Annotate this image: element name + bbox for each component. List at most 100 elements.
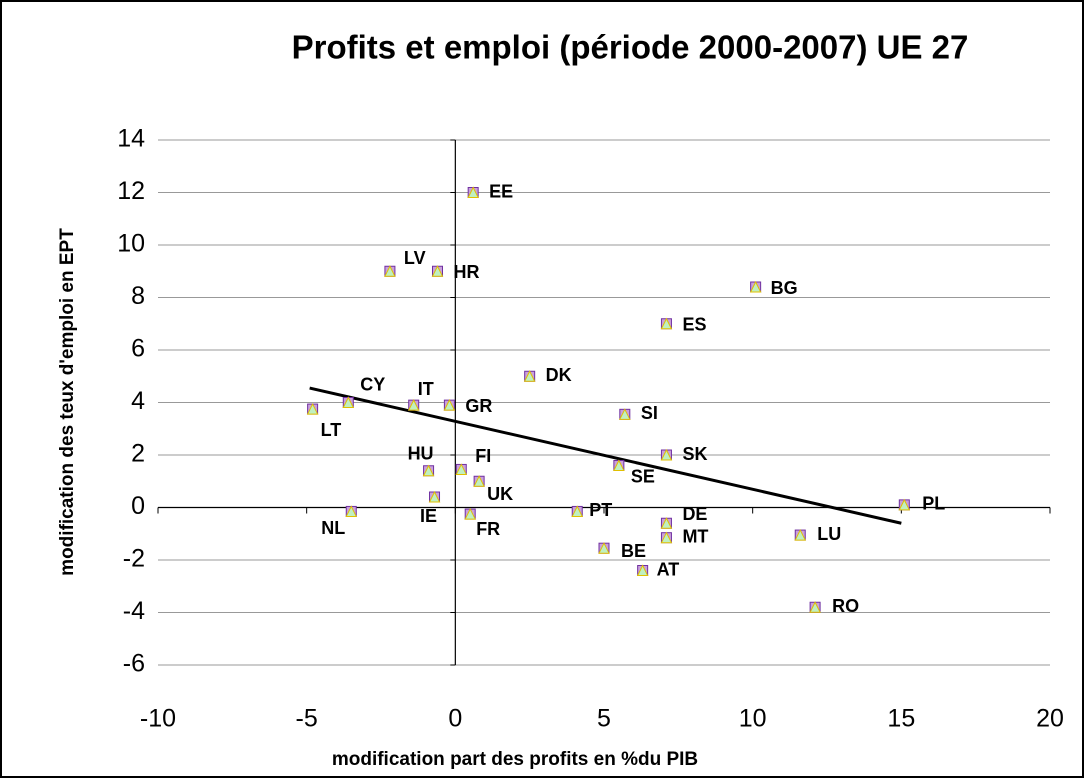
point xyxy=(636,564,649,576)
point-label: SE xyxy=(631,466,655,486)
point-label: LV xyxy=(404,248,426,268)
x-tick-label: 0 xyxy=(448,705,462,733)
marker-triangle xyxy=(660,517,673,529)
point-label: MT xyxy=(682,526,708,546)
point-label: EE xyxy=(489,181,513,201)
marker-triangle xyxy=(345,505,358,517)
y-tick-label: 6 xyxy=(131,335,145,363)
point xyxy=(342,396,355,408)
x-axis-label: modification part des profits en %du PIB xyxy=(332,749,698,770)
point-label: AT xyxy=(657,559,680,579)
marker-triangle xyxy=(809,601,821,613)
marker-triangle xyxy=(464,507,477,520)
point xyxy=(345,505,358,517)
marker-triangle xyxy=(473,475,485,487)
point-label: RO xyxy=(832,596,859,616)
point-label: PL xyxy=(922,494,945,514)
marker-triangle xyxy=(428,490,441,503)
point-label: NL xyxy=(321,518,345,538)
x-tick-label: 20 xyxy=(1036,705,1064,733)
marker-triangle xyxy=(749,280,762,293)
y-tick-label: 12 xyxy=(117,177,145,205)
point xyxy=(660,531,673,544)
point-label: IE xyxy=(420,506,437,526)
point xyxy=(598,542,610,554)
point xyxy=(898,498,911,511)
point-label: PT xyxy=(589,500,612,520)
point xyxy=(749,280,762,293)
point-label: BE xyxy=(621,541,646,561)
point-label: DK xyxy=(546,365,572,385)
chart-title: Profits et emploi (période 2000-2007) UE… xyxy=(292,29,969,66)
point-label: BG xyxy=(771,278,798,298)
point-label: FI xyxy=(475,446,491,466)
point xyxy=(407,399,420,411)
y-tick-label: 10 xyxy=(117,230,145,258)
y-tick-label: 2 xyxy=(131,440,145,468)
point xyxy=(660,448,673,461)
marker-triangle xyxy=(660,448,673,461)
point-label: SI xyxy=(641,403,658,423)
point-label: IT xyxy=(418,379,434,399)
point xyxy=(467,186,479,198)
x-tick-label: -5 xyxy=(296,705,318,733)
point xyxy=(422,464,435,477)
y-tick-label: -4 xyxy=(123,597,145,625)
marker-triangle xyxy=(660,531,673,544)
point xyxy=(473,475,485,487)
x-tick-label: -10 xyxy=(140,705,176,733)
y-tick-label: 14 xyxy=(117,125,145,153)
point xyxy=(809,601,821,613)
point xyxy=(794,528,807,541)
marker-triangle xyxy=(898,498,911,511)
marker-triangle xyxy=(467,186,479,198)
marker-triangle xyxy=(407,399,420,411)
point xyxy=(428,490,441,503)
point-label: HU xyxy=(408,444,434,464)
point-label: SK xyxy=(682,444,707,464)
point-label: LU xyxy=(817,524,841,544)
y-tick-label: 0 xyxy=(131,492,145,520)
marker-triangle xyxy=(422,464,435,477)
marker-triangle xyxy=(306,402,319,415)
point xyxy=(523,370,536,382)
x-tick-label: 5 xyxy=(597,705,611,733)
marker-triangle xyxy=(613,459,625,471)
point xyxy=(613,459,625,471)
marker-triangle xyxy=(431,265,444,277)
marker-triangle xyxy=(598,542,610,554)
point xyxy=(455,463,468,475)
point xyxy=(464,507,477,520)
x-tick-label: 15 xyxy=(887,705,915,733)
point xyxy=(306,402,319,415)
point xyxy=(443,399,456,411)
marker-triangle xyxy=(660,317,673,330)
marker-triangle xyxy=(384,265,396,277)
y-axis-label: modification des teux d'emploi en EPT xyxy=(57,228,78,576)
y-tick-label: -2 xyxy=(123,545,145,573)
marker-triangle xyxy=(571,505,584,517)
point xyxy=(431,265,444,277)
point xyxy=(660,517,673,529)
point-label: GR xyxy=(465,396,492,416)
marker-triangle xyxy=(342,396,355,408)
point-label: LT xyxy=(321,420,342,440)
point-label: UK xyxy=(487,484,513,504)
point xyxy=(619,408,631,420)
y-tick-label: 4 xyxy=(131,387,145,415)
marker-triangle xyxy=(636,564,649,576)
point xyxy=(660,317,673,330)
marker-triangle xyxy=(443,399,456,411)
point xyxy=(571,505,584,517)
marker-triangle xyxy=(794,528,807,541)
marker-triangle xyxy=(523,370,536,382)
point xyxy=(384,265,396,277)
point-label: HR xyxy=(453,262,479,282)
point-label: DE xyxy=(682,504,707,524)
point-label: FR xyxy=(476,519,500,539)
marker-triangle xyxy=(619,408,631,420)
point-label: ES xyxy=(682,315,706,335)
x-tick-label: 10 xyxy=(739,705,767,733)
